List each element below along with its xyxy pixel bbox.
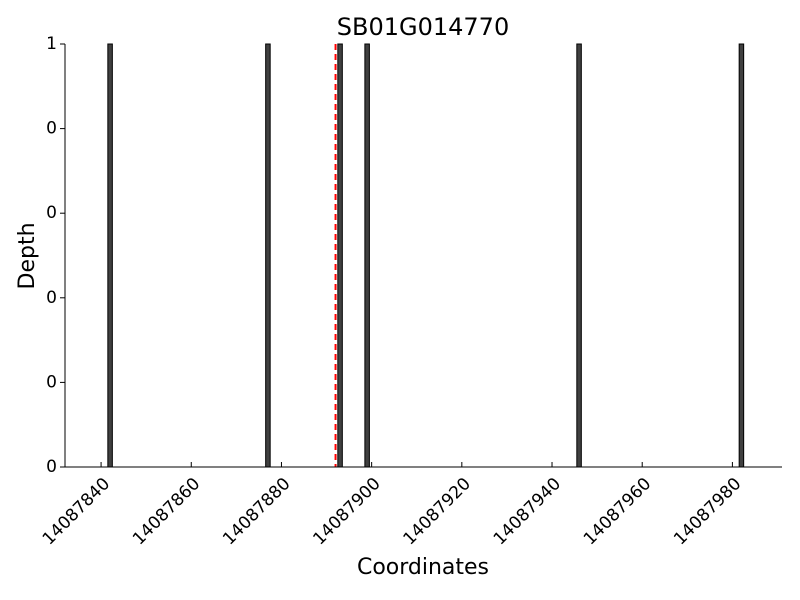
y-tick-label: 0	[46, 203, 57, 223]
bar	[337, 43, 343, 468]
y-tick-label: 1	[46, 34, 57, 54]
x-axis-label: Coordinates	[357, 555, 489, 580]
bar	[738, 43, 745, 468]
y-tick-label: 0	[46, 457, 57, 477]
bar	[364, 43, 370, 468]
bar	[107, 43, 113, 468]
x-tick-label: 14087880	[219, 474, 294, 549]
x-tick-label: 14087920	[400, 474, 475, 549]
bar	[265, 43, 271, 468]
chart-title: SB01G014770	[337, 13, 509, 41]
x-tick-label: 14087840	[39, 474, 114, 549]
x-tick-label: 14087860	[129, 474, 204, 549]
y-tick-label: 0	[46, 372, 57, 392]
x-tick-label: 14087940	[490, 474, 565, 549]
y-tick-label: 0	[46, 119, 57, 139]
x-tick-label: 14087900	[309, 474, 384, 549]
y-tick-label: 0	[46, 288, 57, 308]
x-tick-label: 14087980	[670, 474, 745, 549]
bar	[576, 43, 582, 468]
x-tick-label: 14087960	[580, 474, 655, 549]
y-axis-label: Depth	[15, 222, 40, 289]
